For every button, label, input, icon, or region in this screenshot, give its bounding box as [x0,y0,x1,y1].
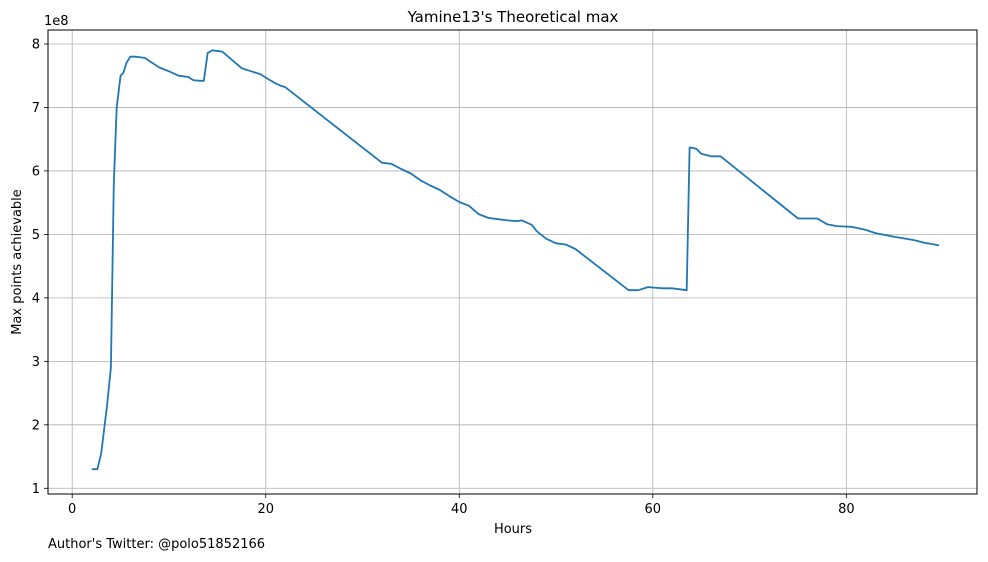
series-line [91,49,940,471]
y-tick-label: 5 [32,228,40,243]
x-tick-label: 80 [838,502,855,517]
y-offset-label: 1e8 [44,14,69,29]
x-tick-label: 40 [451,502,468,517]
plot-frame [47,29,978,495]
x-axis-label: Hours [494,522,532,537]
y-tick-label: 2 [32,418,40,433]
author-twitter-note: Author's Twitter: @polo51852166 [48,537,266,552]
grid-lines [48,30,977,494]
y-axis-label: Max points achievable [10,189,25,335]
y-tick-label: 6 [32,164,40,179]
x-tick-label: 60 [645,502,662,517]
chart-title: Yamine13's Theoretical max [407,8,619,26]
x-tick-label: 0 [68,502,76,517]
y-tick-label: 3 [32,355,40,370]
y-tick-label: 7 [32,101,40,116]
y-axis: 1 2 3 4 5 6 7 8 [32,37,48,497]
y-tick-label: 4 [32,291,40,306]
x-tick-label: 20 [257,502,274,517]
y-tick-label: 1 [32,482,40,497]
y-tick-label: 8 [32,37,40,52]
x-axis: 0 20 40 60 80 [68,494,855,517]
